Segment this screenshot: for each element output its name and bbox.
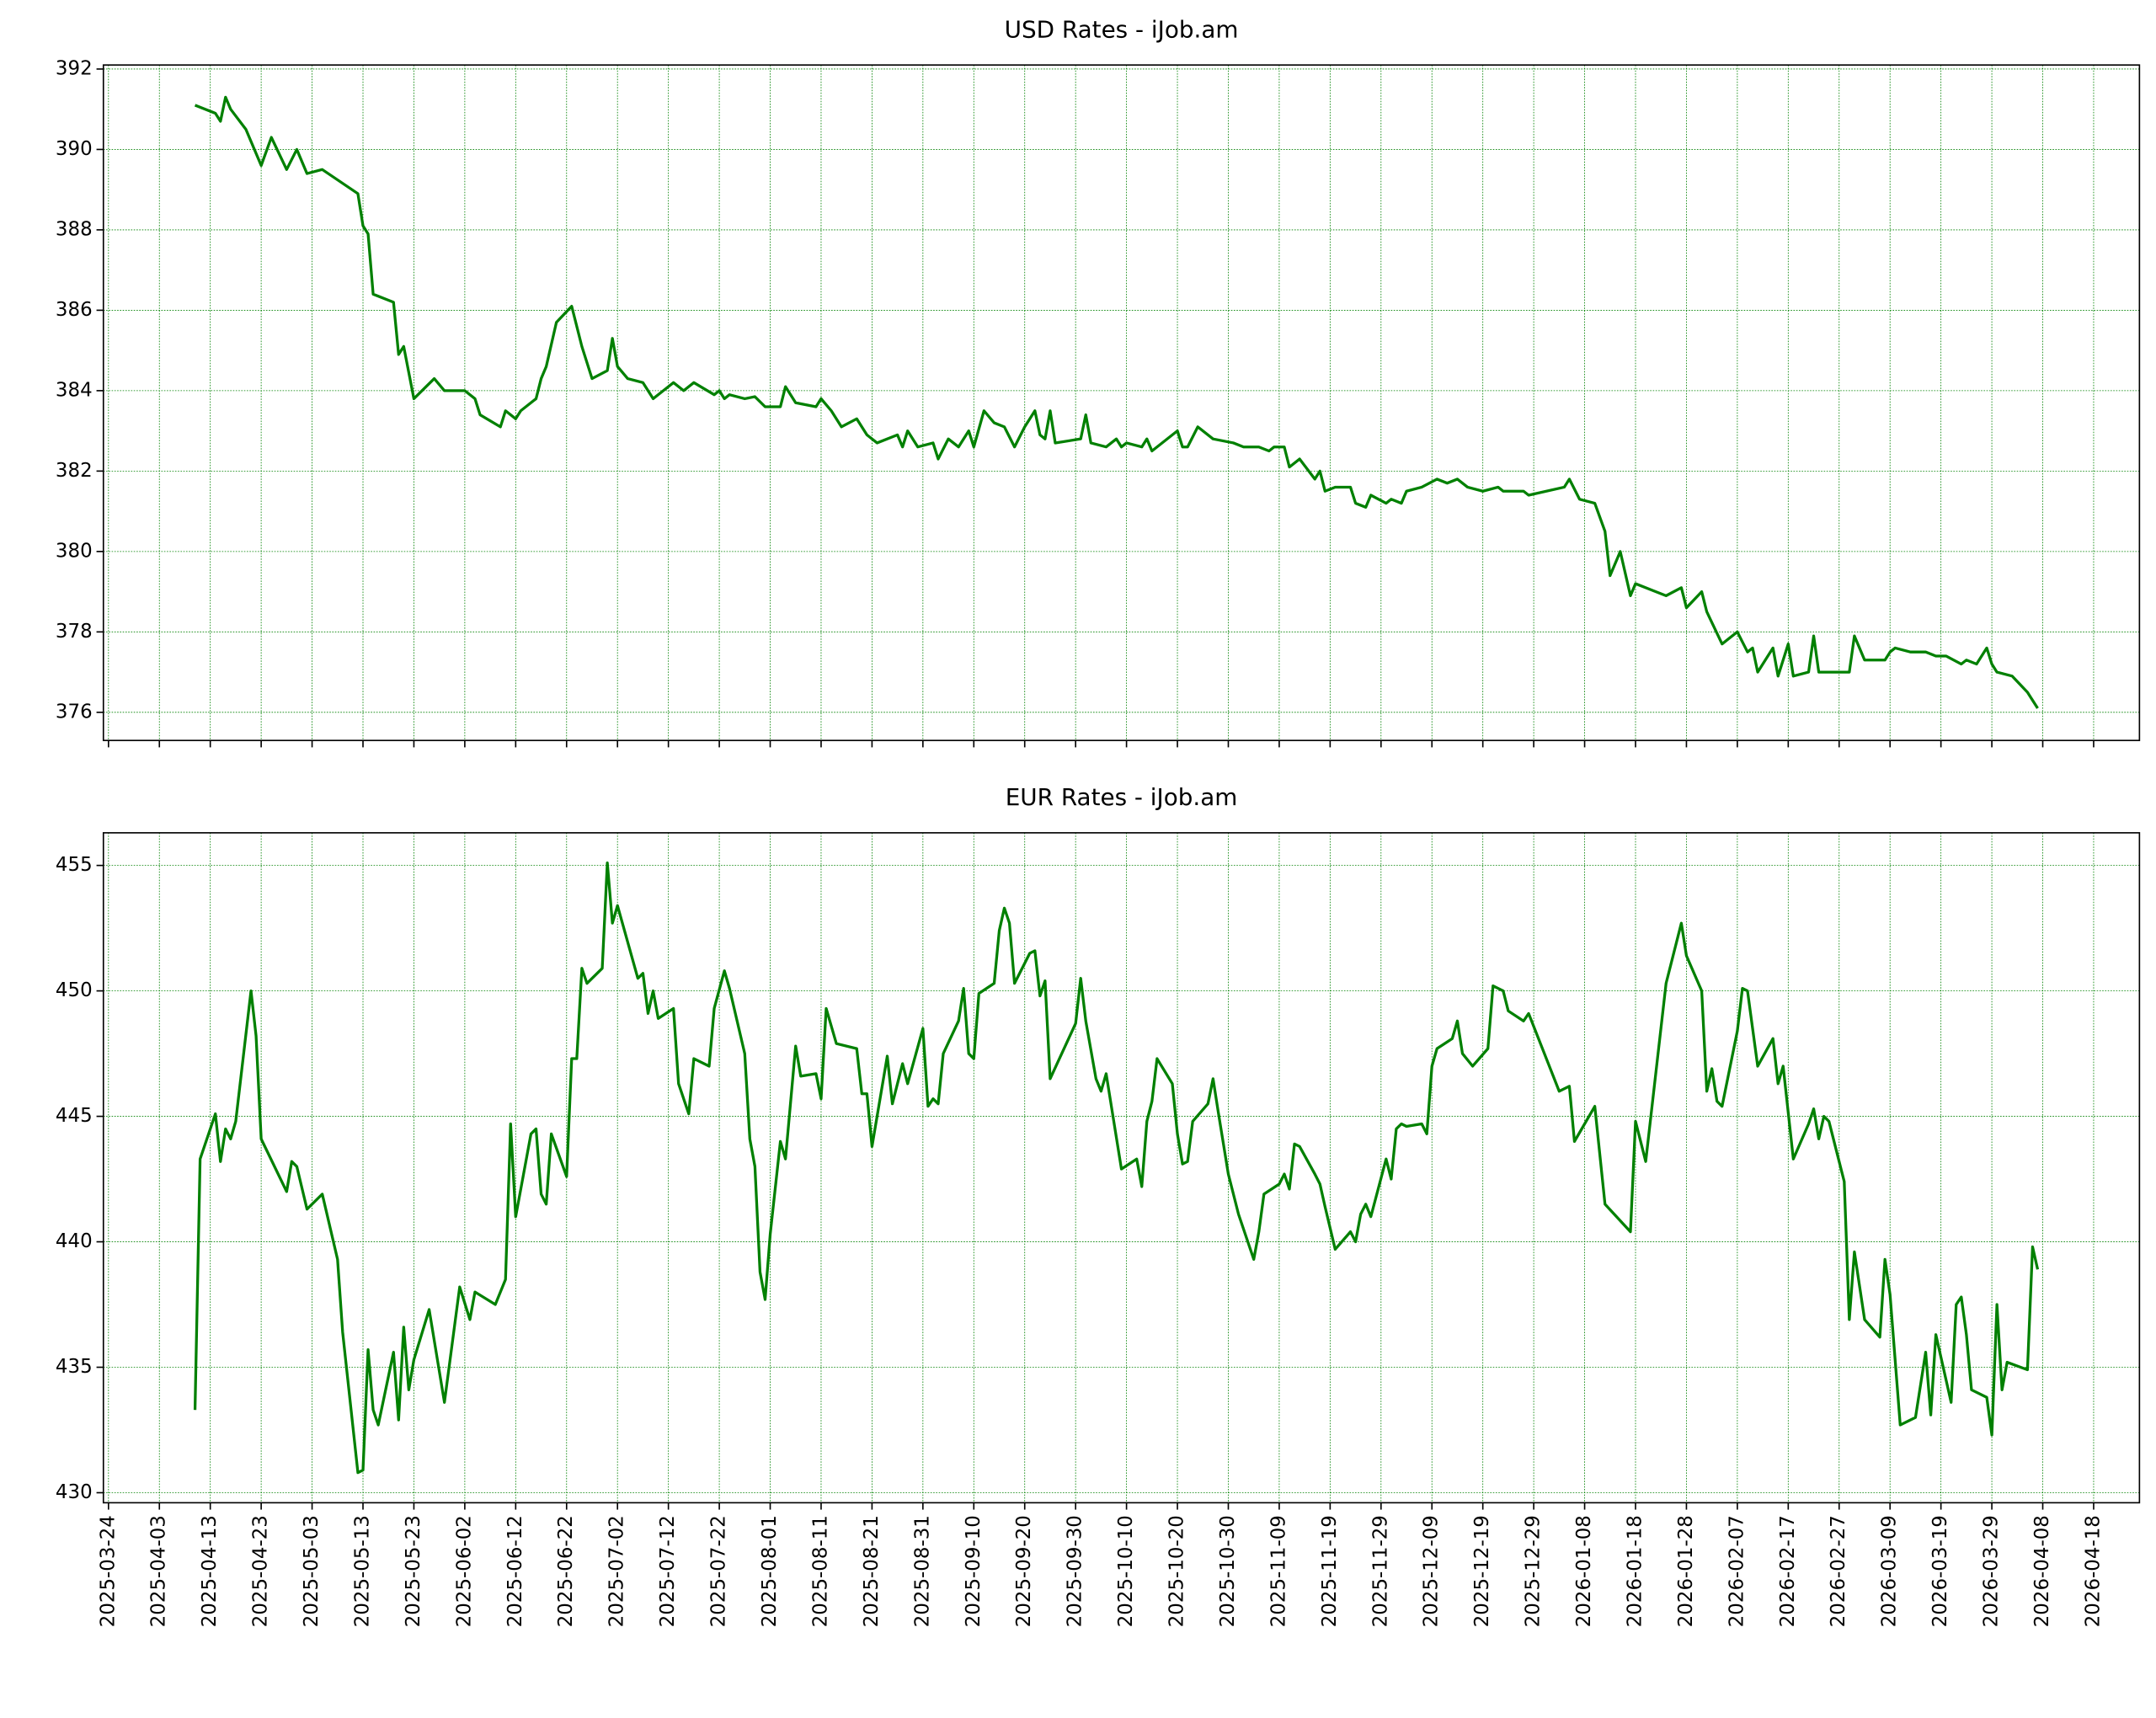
y-tick-label: 390 — [56, 138, 93, 160]
x-tick-label: 2025-08-01 — [759, 1515, 781, 1627]
y-tick-label: 382 — [56, 460, 93, 482]
x-tick-label: 2025-08-31 — [911, 1515, 933, 1627]
y-tick-label: 380 — [56, 540, 93, 562]
line-series — [193, 862, 2040, 1475]
y-tick-label: 445 — [56, 1105, 93, 1127]
y-tick-label: 440 — [56, 1230, 93, 1252]
y-tick-label: 392 — [56, 57, 93, 79]
x-tick-label: 2025-06-22 — [555, 1515, 577, 1627]
x-tick-label: 2026-02-27 — [1828, 1515, 1849, 1627]
y-tick-label: 386 — [56, 299, 93, 321]
x-tick-label: 2025-07-12 — [657, 1515, 679, 1627]
x-tick-label: 2025-10-10 — [1115, 1515, 1137, 1627]
x-tick-label: 2025-08-21 — [861, 1515, 883, 1627]
x-tick-label: 2026-04-08 — [2031, 1515, 2053, 1627]
x-tick-label: 2025-04-13 — [199, 1515, 221, 1627]
x-tick-label: 2026-02-17 — [1777, 1515, 1799, 1627]
x-tick-label: 2026-04-18 — [2082, 1515, 2104, 1627]
x-tick-label: 2026-02-07 — [1726, 1515, 1748, 1627]
x-tick-label: 2026-03-29 — [1981, 1515, 2003, 1627]
x-tick-label: 2025-09-30 — [1065, 1515, 1086, 1627]
plot-frame — [102, 64, 2141, 742]
x-tick-label: 2025-07-02 — [606, 1515, 628, 1627]
x-tick-label: 2026-01-18 — [1625, 1515, 1646, 1627]
x-tick-label: 2025-10-20 — [1166, 1515, 1188, 1627]
y-tick-label: 435 — [56, 1356, 93, 1378]
x-tick-label: 2025-04-03 — [148, 1515, 170, 1627]
x-tick-label: 2025-07-22 — [708, 1515, 730, 1627]
x-tick-label: 2025-03-24 — [97, 1515, 119, 1627]
eur-chart: EUR Rates - iJob.am 2025-03-24 2025-04-03 2… — [56, 783, 2141, 1627]
x-tick-label: 2025-11-19 — [1319, 1515, 1341, 1627]
x-tick-label: 2025-06-02 — [453, 1515, 475, 1627]
x-tick-label: 2025-09-20 — [1013, 1515, 1035, 1627]
x-tick-label: 2025-04-23 — [250, 1515, 272, 1627]
y-tick-label: 376 — [56, 701, 93, 723]
line-series — [194, 95, 2039, 709]
x-tick-label: 2025-12-29 — [1523, 1515, 1545, 1627]
x-tick-label: 2026-01-08 — [1573, 1515, 1595, 1627]
y-tick-label: 430 — [56, 1481, 93, 1503]
chart-title: USD Rates - iJob.am — [1005, 15, 1239, 43]
x-tick-label: 2025-12-19 — [1471, 1515, 1493, 1627]
y-tick-label: 388 — [56, 218, 93, 240]
plot-frame — [102, 832, 2141, 1504]
y-tick-label: 384 — [56, 379, 93, 401]
chart-title: EUR Rates - iJob.am — [1006, 783, 1238, 811]
y-tick-label: 378 — [56, 621, 93, 643]
x-tick-label: 2025-05-03 — [301, 1515, 323, 1627]
x-tick-label: 2025-05-23 — [403, 1515, 424, 1627]
x-tick-label: 2026-03-19 — [1929, 1515, 1951, 1627]
x-tick-label: 2025-11-29 — [1369, 1515, 1391, 1627]
y-tick-label: 455 — [56, 854, 93, 876]
x-tick-label: 2025-10-30 — [1217, 1515, 1239, 1627]
x-tick-label: 2026-03-09 — [1879, 1515, 1901, 1627]
y-tick-label: 450 — [56, 979, 93, 1001]
x-tick-label: 2025-06-12 — [504, 1515, 526, 1627]
x-tick-label: 2026-01-28 — [1675, 1515, 1697, 1627]
x-tick-label: 2025-11-09 — [1267, 1515, 1289, 1627]
usd-chart: USD Rates - iJob.am 376 378 380 382 384 386 388… — [56, 15, 2141, 748]
x-tick-label: 2025-08-11 — [809, 1515, 831, 1627]
x-tick-label: 2025-12-09 — [1421, 1515, 1443, 1627]
x-tick-label: 2025-09-10 — [963, 1515, 985, 1627]
x-tick-label: 2025-05-13 — [352, 1515, 374, 1627]
